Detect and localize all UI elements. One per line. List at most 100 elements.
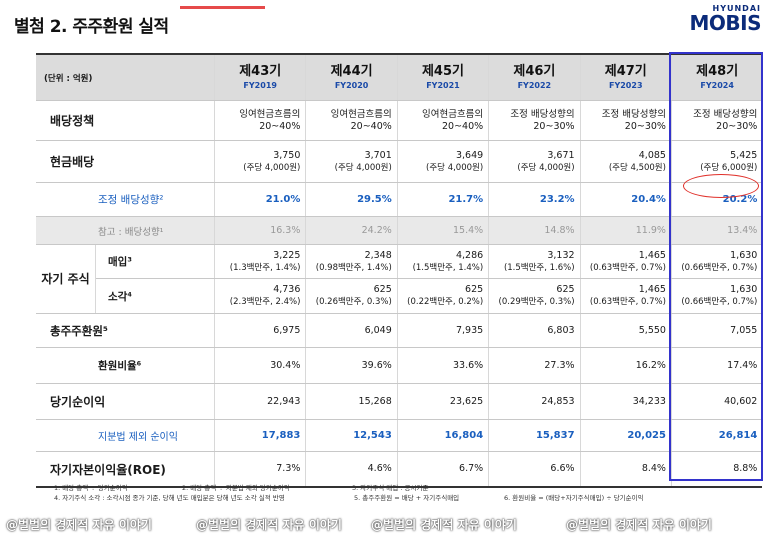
table-cell: 13.4% — [670, 217, 762, 244]
watermark-text: @벌벌의 경제적 자유 이야기 — [566, 518, 712, 532]
period-header: 제46기 FY2022 — [488, 55, 580, 100]
table-cell: 5,425 (주당 6,000원) — [670, 141, 762, 182]
table-cell: 8.8% — [670, 452, 762, 486]
table-cell: 17.4% — [670, 348, 762, 383]
table-cell: 23,625 — [396, 384, 488, 419]
row-adjusted-payout-ratio: 조정 배당성향² 21.0% 29.5% 21.7% 23.2% 20.4% 2… — [36, 183, 762, 217]
table-cell: 21.0% — [214, 183, 305, 216]
table-cell: 6,803 — [488, 314, 579, 347]
row-buyback: 매입³ 3,225 (1.3백만주, 1.4%) 2,348 (0.98백만주, 1… — [96, 245, 763, 279]
period-header: 제45기 FY2021 — [396, 55, 489, 100]
table-cell: 1,630 (0.66백만주, 0.7%) — [670, 245, 762, 278]
page-title: 별첨 2. 주주환원 실적 — [14, 17, 169, 37]
table-cell: 24,853 — [488, 384, 579, 419]
table-cell: 6.6% — [488, 452, 579, 486]
table-cell: 26,814 — [670, 420, 762, 451]
table-cell: 잉여현금흐름의 20~40% — [214, 101, 305, 140]
row-total-shareholder-return: 총주주환원⁵ 6,975 6,049 7,935 6,803 5,550 7,0… — [36, 314, 762, 348]
row-label: 현금배당 — [50, 155, 95, 169]
table-cell: 27.3% — [488, 348, 579, 383]
row-net-income: 당기순이익 22,943 15,268 23,625 24,853 34,233… — [36, 384, 762, 420]
table-cell: 40,602 — [670, 384, 762, 419]
row-dividend-policy: 배당정책 잉여현금흐름의 20~40% 잉여현금흐름의 20~40% 잉여현금흐름의… — [36, 101, 762, 141]
treasury-stock-group-label: 자기 주식 — [36, 245, 96, 313]
table-cell: 1,465 (0.63백만주, 0.7%) — [579, 245, 671, 278]
table-cell: 3,671 (주당 4,000원) — [488, 141, 579, 182]
top-accent-bar — [180, 6, 265, 9]
table-cell: 20.4% — [579, 183, 671, 216]
table-cell: 20,025 — [579, 420, 671, 451]
logo-line1: HYUNDAI — [712, 4, 761, 13]
table-cell: 15,268 — [305, 384, 396, 419]
table-cell: 17,883 — [214, 420, 305, 451]
table-cell: 6.7% — [396, 452, 488, 486]
row-label: 자기자본이익율(ROE) — [50, 462, 166, 477]
row-label: 소각⁴ — [108, 290, 132, 303]
table-cell: 6,975 — [214, 314, 305, 347]
treasury-stock-block: 자기 주식 매입³ 3,225 (1.3백만주, 1.4%) 2,348 (0.98… — [36, 245, 763, 314]
footnote: 4. 자기주식 소각 : 소각시점 종가 기준, 당해 년도 매입분은 당해 년… — [54, 493, 285, 502]
row-reference-payout-ratio: 참고 : 배당성향¹ 16.3% 24.2% 15.4% 14.8% 11.9%… — [36, 217, 762, 245]
table-cell: 33.6% — [396, 348, 488, 383]
row-label: 매입³ — [108, 256, 132, 268]
table-cell: 조정 배당성향의 20~30% — [579, 101, 671, 140]
logo-line2: MOBIS — [689, 11, 762, 35]
table-cell: 21.7% — [396, 183, 488, 216]
table-cell: 잉여현금흐름의 20~40% — [396, 101, 488, 140]
table-cell: 625 (0.26백만주, 0.3%) — [305, 279, 396, 313]
table-cell: 24.2% — [305, 217, 396, 244]
row-cash-dividend: 현금배당 3,750 (주당 4,000원) 3,701 (주당 4,000원) 3… — [36, 141, 762, 183]
footnote: 3. 자기주식 매입 : 공시기준 — [352, 484, 429, 492]
footnote: 2. 배당 총액 ÷ 지분법 제외 당기순이익 — [182, 484, 290, 492]
table-cell: 16,804 — [396, 420, 488, 451]
row-label: 환원비율⁶ — [98, 360, 142, 372]
shareholder-return-table: (단위 : 억원) 제43기 FY2019 제44기 FY2020 제45기 FY20… — [36, 53, 763, 488]
row-label: 조정 배당성향² — [98, 194, 164, 206]
watermark-strip: @벌벌의 경제적 자유 이야기 @벌벌의 경제적 자유 이야기 @벌벌의 경제적… — [0, 516, 773, 535]
table-cell: 15.4% — [396, 217, 488, 244]
table-cell: 4.6% — [305, 452, 396, 486]
table-cell: 3,649 (주당 4,000원) — [396, 141, 488, 182]
footnote-line: 4. 자기주식 소각 : 소각시점 종가 기준, 당해 년도 매입분은 당해 년… — [54, 494, 764, 504]
table-cell: 4,286 (1.5백만주, 1.4%) — [396, 245, 488, 278]
watermark-text: @벌벌의 경제적 자유 이야기 — [196, 518, 342, 532]
period-header: 제44기 FY2020 — [305, 55, 397, 100]
table-cell: 29.5% — [305, 183, 396, 216]
table-cell: 16.2% — [579, 348, 671, 383]
table-cell: 11.9% — [579, 217, 671, 244]
row-roe: 자기자본이익율(ROE) 7.3% 4.6% 6.7% 6.6% 8.4% 8.… — [36, 452, 762, 488]
row-label: 참고 : 배당성향¹ — [98, 226, 164, 238]
table-cell: 3,132 (1.5백만주, 1.6%) — [488, 245, 579, 278]
row-cancellation: 소각⁴ 4,736 (2.3백만주, 2.4%) 625 (0.26백만주, 0.3… — [96, 279, 762, 313]
table-cell: 625 (0.29백만주, 0.3%) — [488, 279, 579, 313]
row-label: 당기순이익 — [50, 395, 106, 409]
row-label: 지분법 제외 순이익 — [98, 432, 178, 443]
watermark-text: @벌벌의 경제적 자유 이야기 — [6, 518, 152, 532]
row-label: 배당정책 — [50, 114, 95, 128]
table-cell: 2,348 (0.98백만주, 1.4%) — [305, 245, 396, 278]
table-cell: 1,465 (0.63백만주, 0.7%) — [579, 279, 671, 313]
unit-label: (단위 : 억원) — [44, 73, 93, 84]
table-cell: 15,837 — [488, 420, 579, 451]
row-net-income-ex-equity-method: 지분법 제외 순이익 17,883 12,543 16,804 15,837 2… — [36, 420, 762, 452]
table-cell: 4,085 (주당 4,500원) — [579, 141, 671, 182]
table-cell: 16.3% — [214, 217, 305, 244]
row-label: 총주주환원⁵ — [50, 323, 108, 338]
footnote: 1. 배당 총액 ÷ 당기순이익 — [54, 484, 128, 492]
watermark-text: @벌벌의 경제적 자유 이야기 — [371, 518, 517, 532]
table-cell: 23.2% — [488, 183, 579, 216]
footnote-line: 1. 배당 총액 ÷ 당기순이익 2. 배당 총액 ÷ 지분법 제외 당기순이익… — [54, 484, 764, 494]
table-cell: 30.4% — [214, 348, 305, 383]
table-cell: 14.8% — [488, 217, 579, 244]
footnote: 6. 환원비율 = (배당+자기주식매입) ÷ 당기순이익 — [504, 493, 644, 502]
row-return-ratio: 환원비율⁶ 30.4% 39.6% 33.6% 27.3% 16.2% 17.4… — [36, 348, 762, 384]
table-cell: 34,233 — [579, 384, 671, 419]
table-cell: 7.3% — [214, 452, 305, 486]
table-cell: 20.2% — [670, 183, 762, 216]
table-cell: 3,225 (1.3백만주, 1.4%) — [214, 245, 305, 278]
brand-logo: HYUNDAI MOBIS — [690, 4, 762, 33]
table-cell: 7,935 — [396, 314, 488, 347]
period-header: 제48기 FY2024 — [670, 55, 763, 100]
table-header-row: (단위 : 억원) 제43기 FY2019 제44기 FY2020 제45기 FY20… — [36, 55, 763, 101]
table-cell: 1,630 (0.66백만주, 0.7%) — [670, 279, 762, 313]
